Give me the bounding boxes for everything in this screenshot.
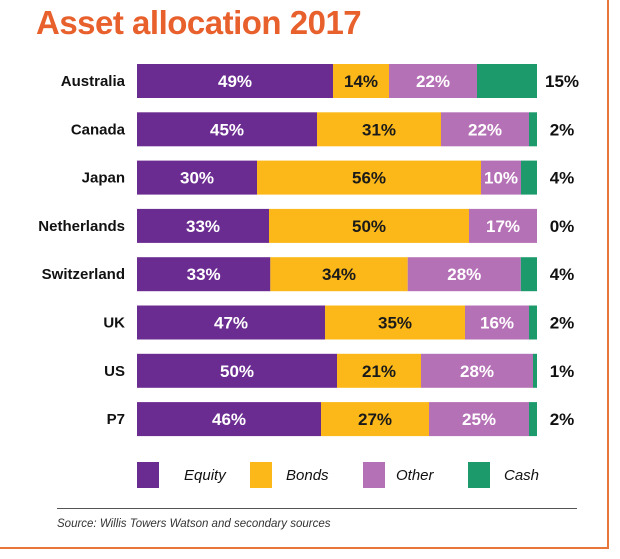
bar-australia-cash: [477, 64, 537, 98]
data-label-netherlands-cash: 0%: [550, 217, 575, 236]
data-label-us-other: 28%: [460, 362, 494, 381]
stacked-bar-chart: Australia 49% 14% 22% 15% Canada 45% 31% 22% 2% Ja…: [38, 64, 579, 488]
data-label-canada-other: 22%: [468, 120, 502, 139]
data-label-us-equity: 50%: [220, 362, 254, 381]
data-label-switzerland-other: 28%: [447, 265, 481, 284]
chart-title: Asset allocation 2017: [36, 4, 362, 41]
bar-uk-cash: [529, 305, 537, 340]
data-label-uk-equity: 47%: [214, 314, 248, 333]
bar-switzerland-equity: [137, 257, 271, 292]
legend-label-equity: Equity: [184, 467, 227, 484]
legend-swatch-cash: [468, 462, 490, 488]
data-label-netherlands-equity: 33%: [186, 217, 220, 236]
bar-us-bonds: [337, 353, 421, 388]
bar-canada-bonds: [317, 112, 441, 147]
category-label-uk: UK: [103, 315, 125, 332]
bar-uk-bonds: [325, 305, 465, 340]
bar-us-cash: [533, 353, 537, 388]
data-label-switzerland-equity: 33%: [187, 265, 221, 284]
source-divider: [57, 508, 577, 509]
data-label-us-bonds: 21%: [362, 362, 396, 381]
bar-japan-other: [481, 160, 521, 195]
bar-japan-bonds: [257, 160, 481, 195]
category-label-p7: P7: [107, 411, 125, 428]
data-label-us-cash: 1%: [550, 362, 575, 381]
data-label-p7-bonds: 27%: [358, 410, 392, 429]
data-label-p7-other: 25%: [462, 410, 496, 429]
legend-label-other: Other: [396, 467, 435, 484]
bar-canada-other: [441, 112, 529, 147]
category-label-netherlands: Netherlands: [38, 218, 125, 235]
data-label-canada-cash: 2%: [550, 120, 575, 139]
data-label-canada-bonds: 31%: [362, 120, 396, 139]
data-label-japan-other: 10%: [484, 169, 518, 188]
bar-japan-equity: [137, 160, 257, 195]
bar-uk-equity: [137, 305, 325, 340]
bar-australia-other: [389, 64, 477, 98]
bar-canada-cash: [529, 112, 537, 147]
data-label-switzerland-bonds: 34%: [322, 265, 356, 284]
data-label-japan-cash: 4%: [550, 169, 575, 188]
data-label-netherlands-bonds: 50%: [352, 217, 386, 236]
bar-canada-equity: [137, 112, 317, 147]
data-label-australia-equity: 49%: [218, 72, 252, 91]
category-label-us: US: [104, 363, 125, 380]
bar-australia-equity: [137, 64, 333, 98]
bar-p7-other: [429, 402, 529, 437]
bar-uk-other: [465, 305, 529, 340]
bar-p7-cash: [529, 402, 537, 437]
bar-netherlands-other: [469, 208, 537, 243]
chart-frame: [0, 0, 609, 549]
data-label-australia-other: 22%: [416, 72, 450, 91]
data-label-uk-cash: 2%: [550, 314, 575, 333]
bar-us-equity: [137, 353, 337, 388]
bar-netherlands-bonds: [269, 208, 469, 243]
data-label-uk-bonds: 35%: [378, 314, 412, 333]
bar-p7-bonds: [321, 402, 429, 437]
data-label-canada-equity: 45%: [210, 120, 244, 139]
data-label-japan-equity: 30%: [180, 169, 214, 188]
legend-label-bonds: Bonds: [286, 467, 329, 484]
category-label-australia: Australia: [61, 73, 126, 90]
category-label-canada: Canada: [71, 121, 126, 138]
legend-swatch-equity: [137, 462, 159, 488]
bar-switzerland-other: [407, 257, 521, 292]
bar-australia-bonds: [333, 64, 389, 98]
category-label-japan: Japan: [82, 170, 125, 187]
bar-switzerland-cash: [520, 257, 537, 292]
data-label-netherlands-other: 17%: [486, 217, 520, 236]
legend-label-cash: Cash: [504, 467, 539, 484]
data-label-japan-bonds: 56%: [352, 169, 386, 188]
legend-swatch-other: [363, 462, 385, 488]
category-label-switzerland: Switzerland: [42, 266, 125, 283]
data-label-p7-equity: 46%: [212, 410, 246, 429]
data-label-uk-other: 16%: [480, 314, 514, 333]
bar-netherlands-equity: [137, 208, 269, 243]
bar-switzerland-bonds: [270, 257, 408, 292]
source-note: Source: Willis Towers Watson and seconda…: [57, 518, 331, 530]
legend-swatch-bonds: [250, 462, 272, 488]
bar-japan-cash: [521, 160, 537, 195]
data-label-australia-bonds: 14%: [344, 72, 378, 91]
data-label-switzerland-cash: 4%: [550, 265, 575, 284]
data-label-australia-cash: 15%: [545, 72, 579, 91]
bar-p7-equity: [137, 402, 321, 437]
bar-us-other: [421, 353, 533, 388]
data-label-p7-cash: 2%: [550, 410, 575, 429]
